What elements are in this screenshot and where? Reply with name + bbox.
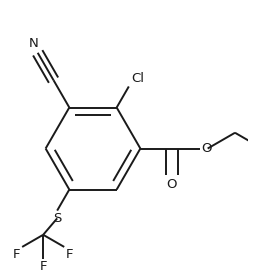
Text: F: F bbox=[13, 248, 20, 261]
Text: F: F bbox=[66, 248, 74, 261]
Text: N: N bbox=[29, 37, 39, 50]
Text: O: O bbox=[201, 142, 212, 155]
Text: S: S bbox=[53, 212, 61, 225]
Text: O: O bbox=[167, 178, 177, 191]
Text: F: F bbox=[39, 260, 47, 273]
Text: Cl: Cl bbox=[131, 72, 144, 85]
